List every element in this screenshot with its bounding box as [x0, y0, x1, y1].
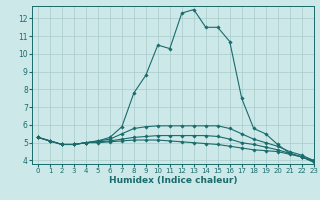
- X-axis label: Humidex (Indice chaleur): Humidex (Indice chaleur): [108, 176, 237, 185]
